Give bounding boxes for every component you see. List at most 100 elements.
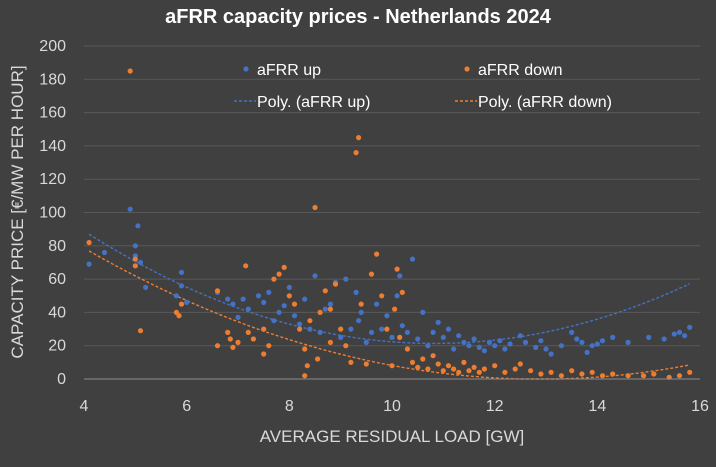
point-afrr-up xyxy=(178,269,185,275)
point-afrr-down xyxy=(302,373,308,379)
point-afrr-down xyxy=(176,313,182,319)
point-afrr-down xyxy=(261,326,267,332)
point-afrr-down xyxy=(225,329,231,335)
y-tick-label: 100 xyxy=(39,205,66,222)
point-afrr-down xyxy=(368,271,375,277)
legend: aFRR up aFRR down Poly. (aFRR up) Poly. (aF… xyxy=(234,62,612,111)
point-afrr-up xyxy=(261,299,267,305)
y-tick-label: 140 xyxy=(39,138,66,155)
point-afrr-down xyxy=(315,356,321,362)
point-afrr-up xyxy=(173,293,179,299)
point-afrr-up xyxy=(389,334,395,340)
point-afrr-down xyxy=(589,369,595,375)
point-afrr-up xyxy=(384,313,390,319)
point-afrr-up xyxy=(348,326,354,332)
point-afrr-up xyxy=(415,336,421,342)
point-afrr-down xyxy=(250,336,256,342)
point-afrr-up xyxy=(481,348,487,354)
point-afrr-up xyxy=(589,343,595,349)
point-afrr-up xyxy=(558,343,565,349)
point-afrr-down xyxy=(538,371,544,377)
point-afrr-up xyxy=(533,344,539,350)
point-afrr-down xyxy=(227,336,233,342)
point-afrr-up xyxy=(676,329,683,335)
y-tick-label: 60 xyxy=(48,271,66,288)
point-afrr-down xyxy=(640,373,647,379)
point-afrr-down xyxy=(332,281,339,287)
point-afrr-up xyxy=(184,299,190,305)
point-afrr-up xyxy=(374,301,380,307)
point-afrr-up xyxy=(240,296,246,302)
point-afrr-down xyxy=(466,368,472,374)
point-afrr-down xyxy=(286,293,292,299)
point-afrr-up xyxy=(548,351,554,357)
point-afrr-down xyxy=(214,288,221,294)
point-afrr-up xyxy=(399,323,405,329)
point-afrr-up xyxy=(594,341,600,347)
point-afrr-up xyxy=(543,346,549,352)
point-afrr-down xyxy=(420,356,426,362)
point-afrr-down xyxy=(304,363,310,369)
y-axis-title: CAPACITY PRICE [€/MW PER HOUR] xyxy=(8,65,27,358)
point-afrr-down xyxy=(266,343,272,349)
point-afrr-up xyxy=(440,334,446,340)
point-afrr-up xyxy=(297,321,303,327)
point-afrr-down xyxy=(235,339,241,345)
y-tick-label: 160 xyxy=(39,105,66,122)
point-afrr-down xyxy=(348,359,354,365)
point-afrr-up xyxy=(574,336,580,342)
point-afrr-down xyxy=(512,366,518,372)
point-afrr-up xyxy=(127,206,133,212)
point-afrr-down xyxy=(399,289,405,295)
point-afrr-up xyxy=(276,309,282,315)
point-afrr-down xyxy=(132,263,138,269)
point-afrr-down xyxy=(276,271,282,277)
point-afrr-up xyxy=(338,334,344,340)
point-afrr-down xyxy=(517,361,523,367)
x-tick-label: 8 xyxy=(285,398,294,415)
x-tick-label: 4 xyxy=(80,398,89,415)
point-afrr-down xyxy=(476,369,482,375)
point-afrr-down xyxy=(343,343,349,349)
point-afrr-down xyxy=(569,368,575,374)
point-afrr-down xyxy=(281,264,287,270)
point-afrr-down xyxy=(471,364,477,370)
point-afrr-down xyxy=(327,306,333,312)
point-afrr-up xyxy=(425,343,431,349)
point-afrr-down xyxy=(409,359,416,365)
point-afrr-up xyxy=(353,289,359,295)
point-afrr-down xyxy=(392,306,398,312)
point-afrr-up xyxy=(230,301,236,307)
point-afrr-up xyxy=(245,306,251,312)
point-afrr-down xyxy=(687,369,693,375)
point-afrr-up xyxy=(492,343,498,349)
point-afrr-up xyxy=(451,346,457,352)
point-afrr-up xyxy=(466,343,472,349)
point-afrr-up xyxy=(471,336,477,342)
point-afrr-up xyxy=(86,261,92,267)
point-afrr-up xyxy=(625,339,631,345)
point-afrr-down xyxy=(456,369,462,375)
point-afrr-down xyxy=(397,334,403,340)
x-tick-label: 14 xyxy=(588,398,606,415)
point-afrr-up xyxy=(291,313,298,319)
point-afrr-down xyxy=(579,371,585,377)
x-tick-label: 6 xyxy=(182,398,191,415)
x-axis-title: AVERAGE RESIDUAL LOAD [GW] xyxy=(260,427,525,446)
point-afrr-up xyxy=(599,338,606,344)
point-afrr-down xyxy=(230,344,236,350)
point-afrr-up xyxy=(101,249,108,256)
point-afrr-up xyxy=(409,256,416,262)
point-afrr-up xyxy=(356,318,362,324)
point-afrr-up xyxy=(135,223,141,229)
point-afrr-up xyxy=(610,334,616,340)
point-afrr-up xyxy=(476,344,482,350)
point-afrr-up xyxy=(502,346,508,352)
x-tick-label: 16 xyxy=(691,398,709,415)
point-afrr-down xyxy=(363,361,369,367)
point-afrr-down xyxy=(425,366,431,372)
point-afrr-down xyxy=(610,371,616,377)
point-afrr-down xyxy=(445,363,452,369)
y-tick-label: 200 xyxy=(39,38,66,55)
